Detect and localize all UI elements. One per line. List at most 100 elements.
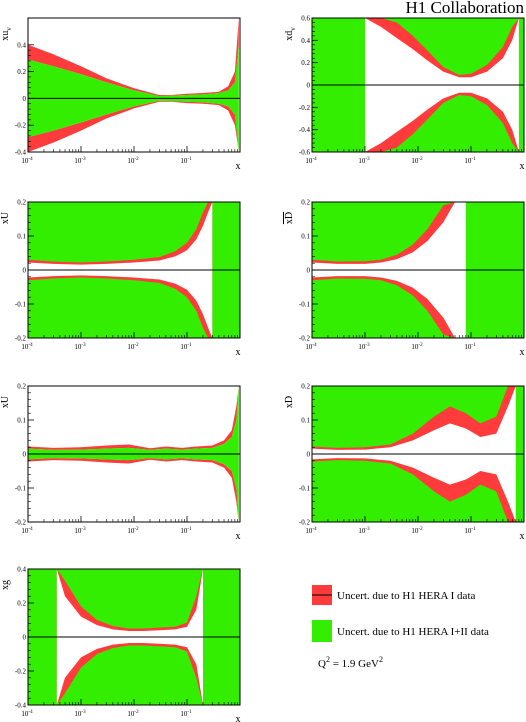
x-tick-label: 10-4	[21, 710, 33, 718]
y-tick-label: -0.1	[15, 301, 27, 309]
panel-3: -0.2 -0.1 0 0.1 0.2 10-4 10-3 10-2 10-1 x xU	[0, 199, 241, 358]
y-tick-label: -0.2	[15, 335, 27, 343]
x-axis-label: x	[520, 531, 525, 542]
panel-5-plot	[28, 386, 240, 522]
x-tick-label: 10-4	[305, 157, 317, 165]
x-tick-label: 10-3	[358, 343, 370, 351]
x-tick-label: 10-2	[127, 710, 139, 718]
x-tick-label: 10-3	[74, 157, 86, 165]
y-tick-label: 0.1	[17, 233, 26, 241]
y-tick-label: -0.1	[299, 485, 311, 493]
panel-4-plot	[312, 202, 524, 338]
y-tick-label: -0.2	[299, 104, 311, 112]
y-axis-label: xg	[0, 580, 11, 590]
panel-6-plot	[312, 386, 524, 522]
y-tick-label: -0.1	[299, 301, 311, 309]
x-tick-label: 10-1	[180, 157, 192, 165]
x-tick-label: 10-4	[21, 527, 33, 535]
y-tick-label: 0.2	[301, 199, 310, 207]
y-tick-label: -0.2	[299, 335, 311, 343]
scale-annotation: Q2 = 1.9 GeV2	[318, 655, 383, 670]
y-tick-label: 0	[307, 267, 311, 275]
y-tick-label: 0	[23, 634, 27, 642]
x-axis-label: x	[236, 347, 241, 358]
x-tick-label: 10-4	[305, 343, 317, 351]
x-tick-label: 10-1	[180, 343, 192, 351]
x-tick-label: 10-4	[21, 157, 33, 165]
x-axis-label: x	[520, 161, 525, 172]
y-tick-label: 0.2	[17, 383, 26, 391]
band-hera1-lower	[28, 100, 239, 152]
y-axis-label: xD	[284, 212, 295, 224]
x-axis-label: x	[236, 161, 241, 172]
panel-2-plot	[312, 18, 524, 152]
y-tick-label: 0.2	[301, 59, 310, 67]
y-tick-label: 0.2	[17, 199, 26, 207]
y-tick-label: -0.4	[299, 126, 311, 134]
band-hera1-upper	[28, 386, 239, 450]
x-tick-label: 10-1	[464, 157, 476, 165]
y-tick-label: 0.6	[301, 15, 310, 23]
y-axis-label: xdv	[284, 27, 297, 41]
panel-5: -0.2 -0.1 0 0.1 0.2 10-4 10-3 10-2 10-1 x xU	[0, 383, 241, 542]
x-tick-label: 10-4	[21, 343, 33, 351]
y-tick-label: -0.1	[15, 485, 27, 493]
panel-1-plot	[28, 18, 240, 152]
panel-2: -0.6 -0.4 -0.2 0 0.2 0.4 0.6 10-4 10-3 10-2 10-1 x x…	[284, 15, 525, 172]
legend-label-hera12: Uncert. due to H1 HERA I+II data	[337, 626, 489, 638]
x-tick-label: 10-1	[180, 710, 192, 718]
figure-title: H1 Collaboration	[405, 0, 524, 17]
panel-1: -0.4 -0.2 0 0.2 0.4 10-4 10-3 10-2 10-1 x xuv	[0, 17, 241, 172]
x-tick-label: 10-1	[464, 343, 476, 351]
y-tick-label: 0.1	[301, 417, 310, 425]
y-tick-label: 0.2	[17, 600, 26, 608]
band-hera1-lower	[28, 458, 239, 522]
panel-3-plot	[28, 202, 240, 338]
y-tick-label: 0.1	[17, 417, 26, 425]
x-tick-label: 10-2	[127, 157, 139, 165]
panel-4: -0.2 -0.1 0 0.1 0.2 10-4 10-3 10-2 10-1 x xD	[284, 199, 525, 358]
y-tick-label: 0.2	[17, 68, 26, 76]
y-tick-label: 0.4	[17, 41, 26, 49]
y-tick-label: 0	[23, 267, 27, 275]
x-tick-label: 10-2	[411, 527, 423, 535]
y-tick-label: -0.2	[15, 519, 27, 527]
x-tick-label: 10-2	[127, 527, 139, 535]
panel-6: -0.2 -0.1 0 0.1 0.2 10-4 10-3 10-2 10-1 x xD	[284, 383, 525, 542]
x-tick-label: 10-2	[411, 157, 423, 165]
y-tick-label: 0	[23, 95, 27, 103]
x-axis-label: x	[236, 714, 241, 722]
y-tick-label: -0.2	[15, 668, 27, 676]
y-axis-label: xU	[0, 211, 11, 224]
x-tick-label: 10-2	[127, 343, 139, 351]
legend: Uncert. due to H1 HERA I data Uncert. du…	[312, 585, 489, 670]
x-tick-label: 10-4	[305, 527, 317, 535]
panel-7: -0.4 -0.2 0 0.2 0.4 10-4 10-3 10-2 10-1 x xg	[0, 566, 241, 722]
y-tick-label: 0.1	[301, 233, 310, 241]
x-axis-label: x	[236, 531, 241, 542]
y-axis-label: xU	[0, 395, 11, 408]
y-tick-label: -0.6	[299, 149, 311, 157]
x-axis-label: x	[520, 347, 525, 358]
y-tick-label: 0	[307, 451, 311, 459]
x-tick-label: 10-3	[74, 343, 86, 351]
y-tick-label: 0.2	[301, 383, 310, 391]
panel-7-plot	[28, 569, 240, 705]
x-tick-label: 10-3	[358, 157, 370, 165]
x-tick-label: 10-1	[180, 527, 192, 535]
y-axis-label: xuv	[0, 27, 13, 41]
x-tick-label: 10-3	[74, 527, 86, 535]
y-tick-label: 0.4	[17, 566, 26, 574]
y-tick-label: 0	[23, 451, 27, 459]
y-axis-label: xD	[284, 396, 295, 408]
y-tick-label: 0.4	[301, 37, 310, 45]
x-tick-label: 10-3	[358, 527, 370, 535]
y-tick-label: 0	[307, 82, 311, 90]
y-tick-label: -0.2	[299, 519, 311, 527]
y-tick-label: -0.2	[15, 122, 27, 130]
x-tick-label: 10-2	[411, 343, 423, 351]
y-tick-label: -0.4	[15, 149, 27, 157]
x-tick-label: 10-3	[74, 710, 86, 718]
legend-swatch-hera12	[312, 620, 332, 642]
